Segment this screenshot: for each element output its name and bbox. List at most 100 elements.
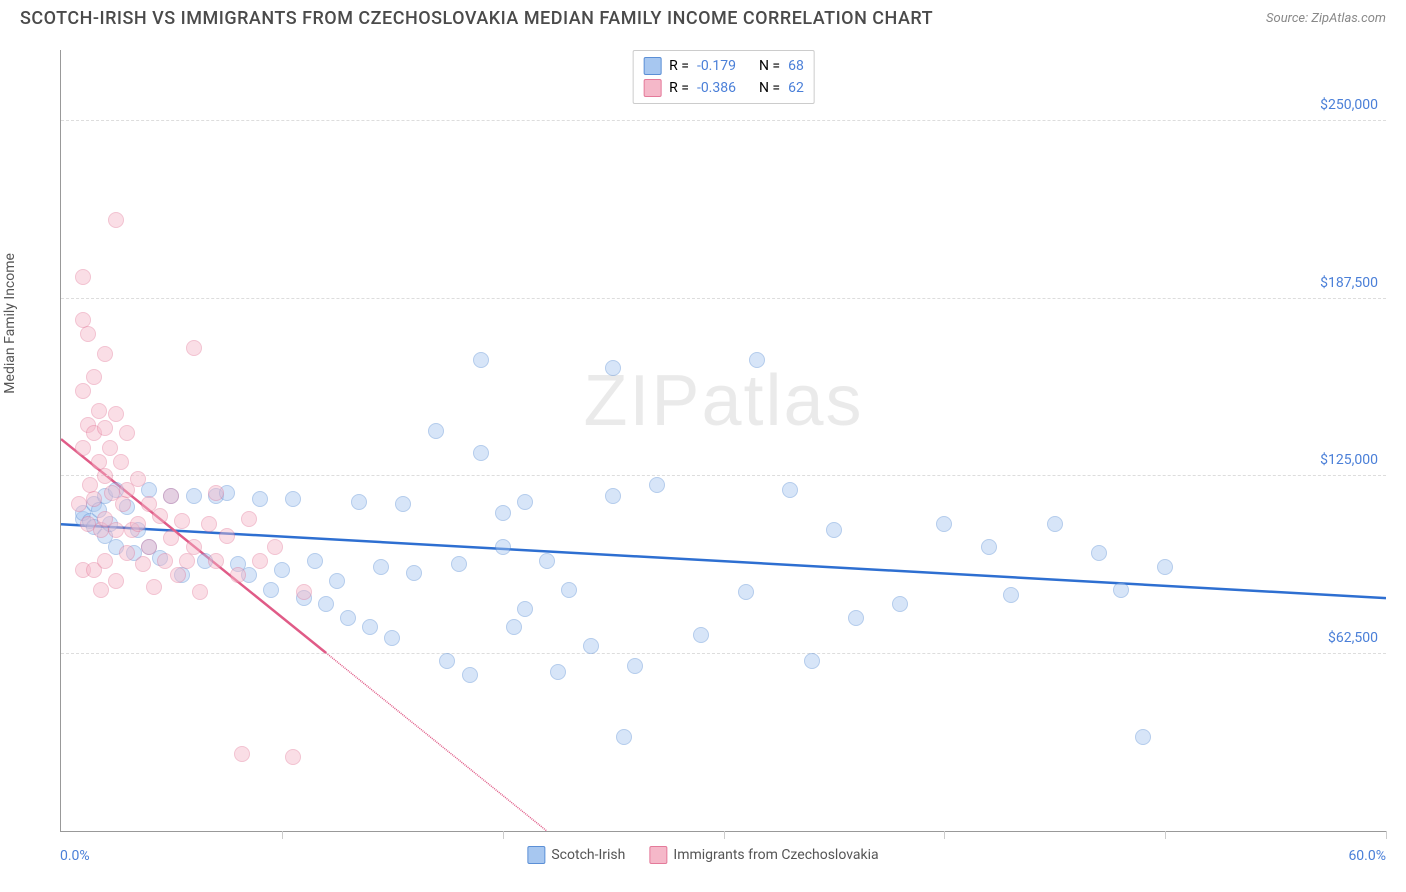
y-axis-label: Median Family Income: [2, 253, 18, 394]
scatter-plot-area: ZIPatlas R = -0.179 N = 68 R = -0.386 N …: [60, 50, 1386, 832]
scatter-point-scotch_irish: [782, 482, 798, 498]
watermark: ZIPatlas: [583, 360, 863, 442]
scatter-point-czech: [113, 454, 129, 470]
scatter-point-scotch_irish: [274, 562, 290, 578]
scatter-point-scotch_irish: [495, 505, 511, 521]
scatter-point-czech: [75, 269, 91, 285]
scatter-point-czech: [252, 553, 268, 569]
scatter-point-czech: [119, 425, 135, 441]
scatter-point-czech: [71, 496, 87, 512]
scatter-point-scotch_irish: [892, 596, 908, 612]
scatter-point-scotch_irish: [550, 664, 566, 680]
y-tick-label: $125,000: [1320, 452, 1378, 468]
scatter-point-scotch_irish: [605, 360, 621, 376]
swatch-series-1: [527, 846, 545, 864]
scatter-point-czech: [241, 511, 257, 527]
x-tick: [1165, 831, 1166, 839]
legend-row-series-1: R = -0.179 N = 68: [643, 55, 804, 77]
scatter-point-scotch_irish: [627, 658, 643, 674]
scatter-point-scotch_irish: [329, 573, 345, 589]
scatter-point-scotch_irish: [583, 638, 599, 654]
scatter-point-czech: [186, 539, 202, 555]
scatter-point-scotch_irish: [373, 559, 389, 575]
scatter-point-scotch_irish: [351, 494, 367, 510]
scatter-point-scotch_irish: [517, 601, 533, 617]
scatter-point-czech: [119, 545, 135, 561]
gridline-h: [61, 120, 1386, 121]
scatter-point-scotch_irish: [981, 539, 997, 555]
scatter-point-scotch_irish: [738, 584, 754, 600]
scatter-point-czech: [108, 573, 124, 589]
scatter-point-czech: [192, 584, 208, 600]
scatter-point-scotch_irish: [362, 619, 378, 635]
gridline-h: [61, 653, 1386, 654]
scatter-point-czech: [102, 440, 118, 456]
x-tick: [944, 831, 945, 839]
r-label: R =: [669, 80, 689, 96]
scatter-point-scotch_irish: [1047, 516, 1063, 532]
scatter-point-scotch_irish: [936, 516, 952, 532]
legend-item-series-1: Scotch-Irish: [527, 846, 625, 864]
scatter-point-scotch_irish: [473, 352, 489, 368]
scatter-point-scotch_irish: [848, 610, 864, 626]
n-value-1: 68: [788, 58, 804, 74]
scatter-point-scotch_irish: [462, 667, 478, 683]
scatter-point-czech: [130, 516, 146, 532]
scatter-point-czech: [208, 485, 224, 501]
scatter-point-czech: [108, 212, 124, 228]
r-value-1: -0.179: [697, 58, 736, 74]
scatter-point-czech: [86, 369, 102, 385]
scatter-point-czech: [97, 346, 113, 362]
scatter-point-czech: [108, 406, 124, 422]
trend-lines: [61, 50, 1386, 831]
scatter-point-scotch_irish: [252, 491, 268, 507]
scatter-point-scotch_irish: [307, 553, 323, 569]
source-attribution: Source: ZipAtlas.com: [1266, 11, 1386, 26]
scatter-point-scotch_irish: [826, 522, 842, 538]
legend-item-series-2: Immigrants from Czechoslovakia: [649, 846, 878, 864]
x-tick: [503, 831, 504, 839]
scatter-point-scotch_irish: [451, 556, 467, 572]
chart-title: SCOTCH-IRISH VS IMMIGRANTS FROM CZECHOSL…: [20, 8, 933, 29]
n-label: N =: [759, 80, 780, 96]
scatter-point-czech: [174, 513, 190, 529]
scatter-point-scotch_irish: [605, 488, 621, 504]
scatter-point-czech: [285, 749, 301, 765]
scatter-point-scotch_irish: [263, 582, 279, 598]
scatter-point-czech: [108, 522, 124, 538]
r-label: R =: [669, 58, 689, 74]
scatter-point-czech: [179, 553, 195, 569]
gridline-h: [61, 475, 1386, 476]
scatter-point-czech: [93, 582, 109, 598]
scatter-point-scotch_irish: [616, 729, 632, 745]
scatter-point-scotch_irish: [340, 610, 356, 626]
y-tick-label: $187,500: [1320, 275, 1378, 291]
scatter-point-scotch_irish: [649, 477, 665, 493]
scatter-point-scotch_irish: [804, 653, 820, 669]
scatter-point-czech: [141, 539, 157, 555]
legend-stats-box: R = -0.179 N = 68 R = -0.386 N = 62: [632, 50, 815, 104]
y-tick-label: $62,500: [1328, 630, 1378, 646]
scatter-point-czech: [86, 491, 102, 507]
scatter-point-scotch_irish: [1003, 587, 1019, 603]
scatter-point-scotch_irish: [384, 630, 400, 646]
scatter-point-czech: [170, 567, 186, 583]
scatter-point-scotch_irish: [517, 494, 533, 510]
y-tick-label: $250,000: [1320, 97, 1378, 113]
legend-row-series-2: R = -0.386 N = 62: [643, 77, 804, 99]
scatter-point-scotch_irish: [406, 565, 422, 581]
scatter-point-scotch_irish: [395, 496, 411, 512]
scatter-point-scotch_irish: [1091, 545, 1107, 561]
scatter-point-scotch_irish: [749, 352, 765, 368]
scatter-point-czech: [75, 383, 91, 399]
scatter-point-czech: [152, 508, 168, 524]
chart-container: Median Family Income ZIPatlas R = -0.179…: [20, 40, 1386, 872]
scatter-point-scotch_irish: [439, 653, 455, 669]
x-axis-max-label: 60.0%: [1348, 848, 1386, 864]
scatter-point-scotch_irish: [285, 491, 301, 507]
n-value-2: 62: [788, 80, 804, 96]
swatch-series-2: [649, 846, 667, 864]
scatter-point-czech: [91, 403, 107, 419]
scatter-point-czech: [296, 584, 312, 600]
scatter-point-czech: [230, 567, 246, 583]
